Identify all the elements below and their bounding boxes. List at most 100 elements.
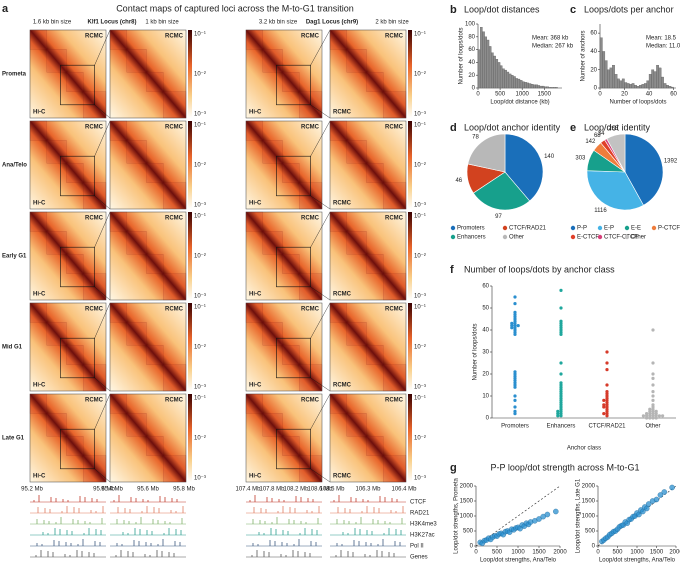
point xyxy=(559,372,563,376)
y-tick-label: 40 xyxy=(468,60,475,66)
y-axis-label: Loop/dot strengths, Prometa xyxy=(454,477,460,553)
colorbar-label: 10⁻¹ xyxy=(194,214,206,220)
point xyxy=(516,324,520,328)
y-tick-label: 40 xyxy=(590,49,597,55)
domain-block xyxy=(245,120,263,141)
legend-swatch xyxy=(450,234,456,240)
x-tick-label: 0 xyxy=(596,550,600,556)
domain-block xyxy=(262,140,283,164)
point xyxy=(559,330,563,334)
bar xyxy=(609,67,613,89)
domain-block xyxy=(162,455,187,483)
chart-title: Loops/dots per anchor xyxy=(584,4,674,14)
bar xyxy=(482,31,485,89)
value-label: 46 xyxy=(455,178,462,184)
y-axis-label: Number of anchors xyxy=(581,30,587,81)
y-tick-label: 0 xyxy=(592,544,596,550)
point xyxy=(559,396,563,400)
domain-block xyxy=(29,302,47,323)
point xyxy=(645,414,649,418)
point xyxy=(559,401,563,405)
domain-block xyxy=(383,182,407,210)
value-label: 265 xyxy=(608,126,619,132)
value-label: 68 xyxy=(594,133,601,139)
domain-block xyxy=(383,364,407,392)
domain-block xyxy=(162,91,187,119)
y-tick-label: 40 xyxy=(482,328,489,334)
point xyxy=(605,383,609,387)
bar xyxy=(493,55,496,89)
zoom-box xyxy=(276,246,311,288)
bar xyxy=(607,69,610,89)
point xyxy=(513,385,517,389)
bar xyxy=(488,46,492,89)
track-label: CTCF xyxy=(410,500,426,506)
coordinate-label: 95.8 Mb xyxy=(173,487,195,493)
value-label: 97 xyxy=(495,214,502,220)
y-tick-label: 1000 xyxy=(582,514,596,520)
contact-map xyxy=(29,29,107,119)
legend-label: CTCF-CTCF xyxy=(604,235,638,241)
y-tick-label: 60 xyxy=(590,31,597,37)
bar xyxy=(513,76,516,89)
point xyxy=(654,416,658,420)
track-label: Genes xyxy=(410,555,428,561)
zoom-line xyxy=(310,393,331,430)
point xyxy=(513,313,517,317)
point xyxy=(513,372,517,376)
y-tick-label: 500 xyxy=(585,529,596,535)
x-axis-label: Loop/dot strengths, Ana/Telo xyxy=(599,558,676,564)
domain-block xyxy=(46,322,67,346)
domain-block xyxy=(346,413,367,437)
point xyxy=(559,398,563,402)
colorbar-label: 10⁻² xyxy=(194,163,206,169)
zoom-box xyxy=(276,337,311,379)
bar xyxy=(530,84,534,89)
colorbar-label: 10⁻² xyxy=(194,254,206,260)
domain-block xyxy=(146,163,164,183)
point xyxy=(605,403,609,407)
colorbar-label: 10⁻² xyxy=(414,163,426,169)
bar xyxy=(546,86,549,89)
point xyxy=(648,414,652,418)
panel-title: Contact maps of captured loci across the… xyxy=(116,3,354,13)
legend-swatch xyxy=(502,225,508,231)
legend-swatch xyxy=(597,225,603,231)
domain-block xyxy=(126,413,147,437)
map-label-lower: RCMC xyxy=(333,292,352,298)
domain-block xyxy=(329,393,347,414)
zoom-line xyxy=(310,302,331,339)
point xyxy=(654,412,658,416)
colorbar-label: 10⁻³ xyxy=(194,476,206,482)
domain-block xyxy=(162,182,187,210)
zoom-box xyxy=(60,64,95,106)
y-tick-label: 1000 xyxy=(460,514,474,520)
bar xyxy=(541,85,545,89)
zoom-line xyxy=(94,377,111,392)
colorbar-label: 10⁻³ xyxy=(194,385,206,391)
point xyxy=(559,361,563,365)
bar xyxy=(544,86,547,89)
point xyxy=(651,409,655,413)
zoom-line xyxy=(310,195,331,210)
point xyxy=(559,385,563,389)
point xyxy=(513,317,517,321)
point xyxy=(513,374,517,378)
point xyxy=(513,319,517,323)
contact-map xyxy=(329,393,407,483)
y-tick-label: 50 xyxy=(482,306,489,312)
point xyxy=(513,315,517,319)
map-label-lower: RCMC xyxy=(333,201,352,207)
bar xyxy=(533,84,536,89)
map-label-lower: Hi-C xyxy=(249,292,262,298)
point xyxy=(513,321,517,325)
y-axis-label: Loop/dot strengths, Late G1 xyxy=(576,478,582,553)
point xyxy=(559,414,563,418)
point xyxy=(513,376,517,380)
bar xyxy=(661,76,664,89)
domain-block xyxy=(329,29,347,50)
domain-block xyxy=(245,211,263,232)
point xyxy=(605,407,609,411)
y-tick-label: 2000 xyxy=(460,484,474,490)
colorbar xyxy=(188,394,192,482)
